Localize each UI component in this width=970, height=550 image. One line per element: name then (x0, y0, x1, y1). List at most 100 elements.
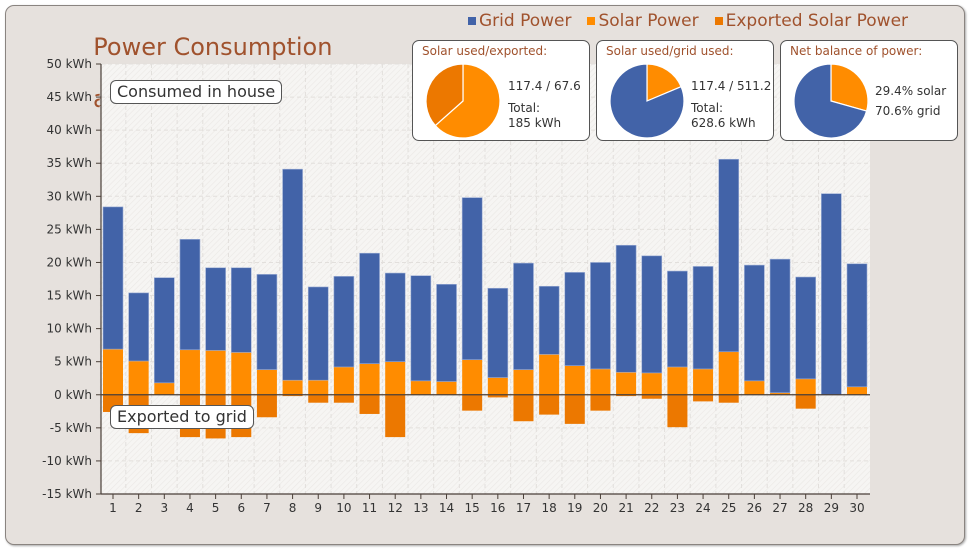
x-tick-label: 13 (413, 501, 428, 515)
bar-solar-day-1[interactable] (103, 349, 123, 395)
bar-grid-day-4[interactable] (179, 239, 201, 351)
bar-grid-day-25[interactable] (718, 158, 740, 353)
pie-slice-solar-used[interactable] (434, 63, 501, 139)
legend-item-solar[interactable]: Solar Power (587, 11, 699, 31)
bar-solar-day-15[interactable] (462, 359, 483, 395)
bar-solar-day-23[interactable] (667, 366, 688, 395)
bar-exported-day-21[interactable] (616, 394, 637, 397)
bar-exported-day-19[interactable] (564, 394, 585, 424)
bar-solar-day-3[interactable] (154, 382, 175, 395)
bar-solar-day-22[interactable] (641, 372, 662, 395)
x-tick-label: 17 (516, 501, 531, 515)
bar-solar-day-27[interactable] (770, 392, 791, 395)
bar-grid-day-15[interactable] (461, 197, 483, 361)
bar-solar-day-10[interactable] (333, 366, 354, 395)
bar-grid-day-17[interactable] (513, 262, 534, 370)
bar-grid-day-2[interactable] (128, 292, 149, 362)
bar-solar-day-30[interactable] (847, 386, 867, 395)
bar-exported-day-18[interactable] (539, 394, 560, 415)
bar-grid-day-20[interactable] (590, 262, 611, 370)
bar-grid-day-27[interactable] (769, 258, 791, 394)
bar-solar-day-5[interactable] (205, 350, 226, 395)
bar-exported-day-10[interactable] (333, 394, 354, 403)
bar-grid-day-1[interactable] (102, 206, 124, 350)
bar-solar-day-8[interactable] (282, 380, 303, 395)
bar-exported-day-7[interactable] (256, 394, 277, 418)
bar-grid-day-5[interactable] (205, 267, 226, 351)
bar-exported-day-11[interactable] (359, 394, 380, 414)
bar-solar-day-2[interactable] (128, 361, 149, 395)
pie-slice-solar-used[interactable] (646, 63, 682, 102)
bar-grid-day-28[interactable] (795, 276, 816, 380)
bar-exported-day-22[interactable] (641, 394, 662, 399)
x-tick-label: 28 (798, 501, 813, 515)
bar-grid-day-29[interactable] (821, 193, 842, 396)
bar-grid-day-12[interactable] (384, 272, 406, 362)
pie-slice-exported[interactable] (425, 63, 464, 127)
bar-grid-day-18[interactable] (538, 285, 560, 355)
bar-exported-day-24[interactable] (693, 394, 714, 402)
pie-box-header: Solar used/grid used: (606, 44, 734, 58)
bar-solar-day-28[interactable] (795, 378, 816, 395)
bar-exported-day-28[interactable] (795, 394, 816, 409)
y-tick-label: 40 kWh (46, 123, 92, 137)
bar-grid-day-11[interactable] (359, 252, 380, 364)
bar-grid-day-9[interactable] (307, 286, 329, 381)
pie-slice-solar[interactable] (830, 63, 869, 112)
bar-exported-day-8[interactable] (282, 394, 303, 397)
bar-solar-day-25[interactable] (718, 351, 739, 395)
bar-solar-day-20[interactable] (590, 368, 611, 395)
bar-solar-day-19[interactable] (564, 365, 585, 395)
bar-solar-day-4[interactable] (179, 349, 200, 395)
pie-chart-net-balance (793, 63, 869, 139)
bar-solar-day-26[interactable] (744, 380, 765, 395)
pie-box-ratio: 117.4 / 67.6 (508, 79, 581, 93)
bar-grid-day-7[interactable] (256, 274, 278, 370)
bar-exported-day-17[interactable] (513, 394, 534, 422)
pie-slice-grid-used[interactable] (609, 63, 685, 139)
bar-exported-day-25[interactable] (718, 394, 739, 403)
bar-grid-day-23[interactable] (667, 270, 688, 368)
pie-chart-solar-grid-used (609, 63, 685, 139)
legend-swatch-solar (587, 17, 596, 25)
bar-grid-day-30[interactable] (846, 263, 868, 388)
x-tick-label: 29 (824, 501, 839, 515)
bar-solar-day-12[interactable] (385, 361, 406, 395)
bar-solar-day-9[interactable] (308, 380, 329, 395)
bar-solar-day-17[interactable] (513, 369, 534, 395)
bar-grid-day-22[interactable] (641, 255, 663, 374)
pie-slice-grid[interactable] (793, 63, 868, 139)
bar-grid-day-10[interactable] (333, 276, 355, 368)
bar-grid-day-16[interactable] (487, 287, 509, 378)
bar-grid-day-8[interactable] (282, 168, 303, 381)
bar-solar-day-7[interactable] (256, 369, 277, 395)
legend-item-exported[interactable]: Exported Solar Power (714, 11, 908, 31)
bar-grid-day-26[interactable] (744, 264, 765, 382)
bar-exported-day-20[interactable] (590, 394, 611, 411)
bar-grid-day-3[interactable] (154, 277, 175, 384)
bar-grid-day-21[interactable] (615, 244, 637, 373)
bar-exported-day-16[interactable] (487, 394, 508, 398)
bar-grid-day-13[interactable] (410, 275, 432, 382)
bar-exported-day-15[interactable] (462, 394, 483, 411)
bar-solar-day-13[interactable] (410, 380, 431, 395)
bar-solar-day-24[interactable] (693, 368, 714, 395)
bar-grid-day-24[interactable] (692, 266, 714, 370)
bar-solar-day-18[interactable] (539, 354, 560, 395)
bar-exported-day-12[interactable] (385, 394, 406, 438)
bar-solar-day-6[interactable] (231, 352, 252, 395)
legend-item-grid[interactable]: Grid Power (468, 11, 571, 31)
bar-solar-day-14[interactable] (436, 381, 457, 395)
bar-grid-day-19[interactable] (564, 272, 586, 366)
bar-exported-day-23[interactable] (667, 394, 688, 428)
bar-solar-day-16[interactable] (487, 377, 508, 395)
bar-exported-day-9[interactable] (308, 394, 329, 403)
bar-solar-day-11[interactable] (359, 363, 380, 395)
y-tick-label: 10 kWh (46, 322, 92, 336)
y-tick-label: 5 kWh (54, 355, 92, 369)
bar-grid-day-14[interactable] (436, 283, 457, 382)
bar-solar-day-21[interactable] (616, 372, 637, 395)
y-tick-label: 50 kWh (46, 57, 92, 71)
bar-grid-day-6[interactable] (230, 267, 252, 353)
x-tick-label: 18 (541, 501, 556, 515)
